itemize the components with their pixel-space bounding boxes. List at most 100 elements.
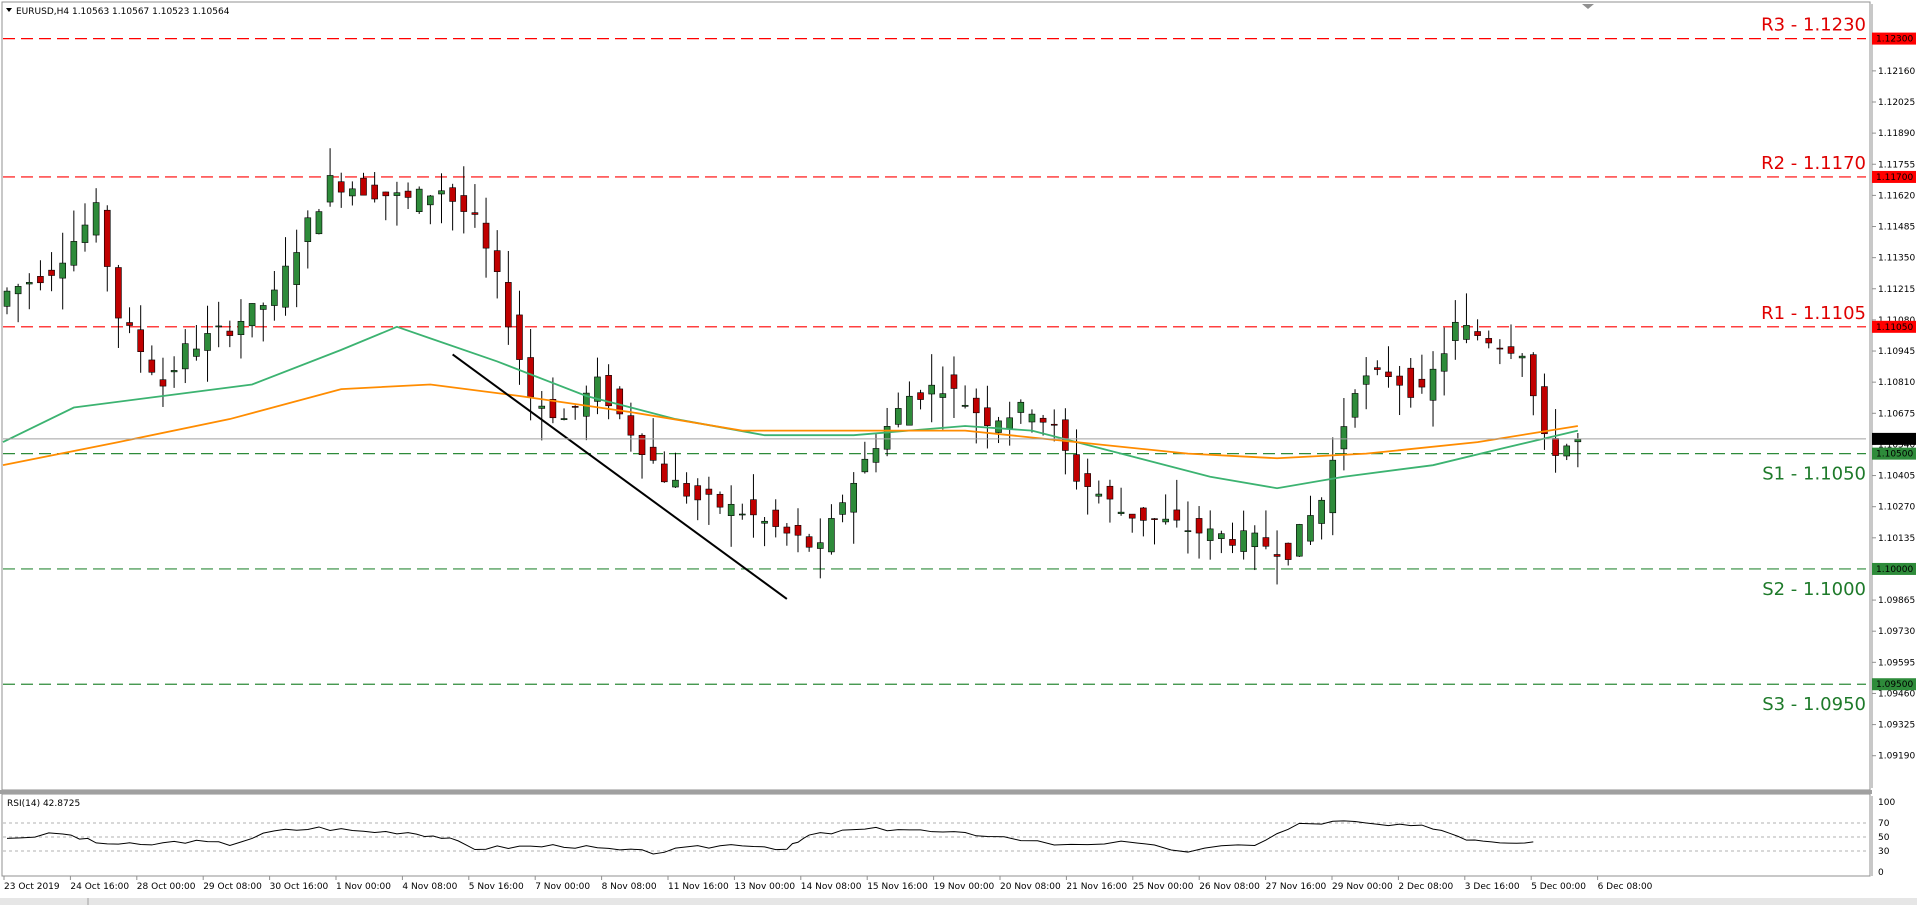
candle-bull	[204, 333, 211, 351]
candle-bear	[1529, 354, 1537, 397]
rsi-tick-label: 100	[1878, 798, 1895, 808]
candle-bull	[81, 224, 89, 243]
x-tick-label: 27 Nov 16:00	[1266, 882, 1327, 892]
candle-bear	[705, 488, 713, 495]
x-tick-label: 30 Oct 16:00	[270, 882, 329, 892]
candle-bear	[1140, 507, 1147, 521]
candle-bull	[1351, 393, 1359, 418]
level-price-tag-text: 1.09500	[1876, 680, 1913, 690]
candle-bull	[248, 303, 256, 327]
x-tick-label: 6 Dec 08:00	[1598, 882, 1653, 892]
candle-bear	[337, 181, 345, 193]
candle-bear	[716, 493, 724, 508]
candle-bear	[627, 415, 635, 436]
y-tick-label: 1.11755	[1878, 160, 1915, 170]
candle-bull	[415, 188, 423, 213]
candle-bull	[1117, 511, 1125, 514]
x-tick-label: 21 Nov 16:00	[1066, 882, 1127, 892]
candle-bull	[393, 192, 401, 196]
level-price-tag-text: 1.11700	[1876, 173, 1913, 183]
candle-bull	[1563, 445, 1571, 457]
candle-bear	[126, 322, 133, 326]
candle-bear	[1474, 331, 1481, 336]
candle-bull	[326, 175, 334, 203]
downtrend-line[interactable]	[452, 353, 788, 600]
candle-bull	[1162, 518, 1169, 523]
candle-bear	[527, 357, 534, 398]
candle-bear	[1073, 454, 1080, 482]
candle-bear	[449, 187, 456, 202]
candle-bear	[516, 314, 523, 360]
candle-bear	[1284, 542, 1292, 560]
candle-bull	[939, 393, 947, 398]
rsi-line	[6, 820, 1534, 855]
candle-bear	[482, 222, 490, 249]
candle-bear	[1273, 554, 1281, 557]
candle-bear	[505, 282, 512, 328]
y-tick-label: 1.11620	[1878, 191, 1915, 201]
x-tick-label: 29 Nov 00:00	[1332, 882, 1393, 892]
candle-bull	[1240, 530, 1247, 552]
level-price-tag	[1872, 32, 1916, 45]
candle-bull	[92, 202, 100, 236]
candle-bull	[1251, 532, 1259, 548]
candle-bull	[560, 418, 568, 420]
x-tick-label: 8 Nov 08:00	[602, 882, 657, 892]
level-price-tag	[1872, 320, 1916, 333]
candle-bear	[471, 212, 479, 215]
candle-bull	[928, 384, 935, 395]
candle-bull	[883, 426, 891, 450]
y-tick-label: 1.11215	[1878, 285, 1915, 295]
candle-bear	[1396, 375, 1403, 386]
candle-bear	[917, 392, 924, 400]
rsi-tick-label: 30	[1878, 847, 1890, 857]
y-tick-label: 1.11350	[1878, 254, 1915, 264]
symbol-menu-triangle-icon[interactable]	[6, 8, 12, 12]
candle-bear	[1541, 386, 1548, 435]
y-tick-label: 1.11890	[1878, 129, 1915, 139]
y-tick-label: 1.10810	[1878, 378, 1915, 388]
candle-bear	[1050, 423, 1058, 426]
candle-bear	[984, 407, 991, 426]
candle-bull	[594, 376, 601, 402]
y-tick-label: 1.12160	[1878, 67, 1915, 77]
y-tick-label: 1.09325	[1878, 721, 1915, 731]
current-price-tag	[1872, 432, 1916, 445]
candle-bear	[750, 499, 757, 516]
panel-separator[interactable]	[0, 790, 1872, 794]
candle-bull	[293, 252, 300, 285]
candle-bear	[571, 406, 579, 408]
x-tick-label: 28 Oct 00:00	[137, 882, 196, 892]
candle-bear	[404, 190, 412, 198]
candle-bear	[493, 250, 501, 272]
x-tick-label: 15 Nov 16:00	[867, 882, 928, 892]
candle-bear	[1496, 347, 1504, 350]
x-tick-label: 5 Dec 00:00	[1531, 882, 1586, 892]
candle-bear	[950, 374, 958, 389]
candle-bull	[3, 290, 11, 307]
candle-bull	[70, 241, 78, 266]
y-tick-label: 1.09460	[1878, 689, 1915, 699]
shift-marker-icon[interactable]	[1582, 4, 1594, 9]
candle-bear	[1151, 518, 1158, 520]
candle-bear	[1385, 371, 1392, 378]
candle-bear	[1374, 367, 1381, 370]
candle-bull	[25, 282, 33, 285]
candle-bull	[215, 325, 222, 328]
candle-bear	[1084, 473, 1091, 487]
candle-bull	[995, 420, 1002, 433]
x-tick-label: 2 Dec 08:00	[1398, 882, 1453, 892]
candle-bear	[1485, 338, 1493, 344]
candle-bull	[538, 405, 546, 409]
x-tick-label: 14 Nov 08:00	[801, 882, 862, 892]
candle-bull	[181, 343, 189, 370]
candle-bull	[1440, 353, 1448, 372]
candle-bull	[1017, 401, 1025, 413]
moving-averages	[2, 325, 1579, 490]
level-price-tag-text: 1.11050	[1876, 323, 1913, 333]
y-tick-label: 1.10540	[1878, 440, 1915, 450]
bottom-tab-strip[interactable]	[0, 898, 1917, 905]
level-price-tag	[1872, 170, 1916, 183]
rsi-label: RSI(14) 42.8725	[7, 799, 80, 809]
